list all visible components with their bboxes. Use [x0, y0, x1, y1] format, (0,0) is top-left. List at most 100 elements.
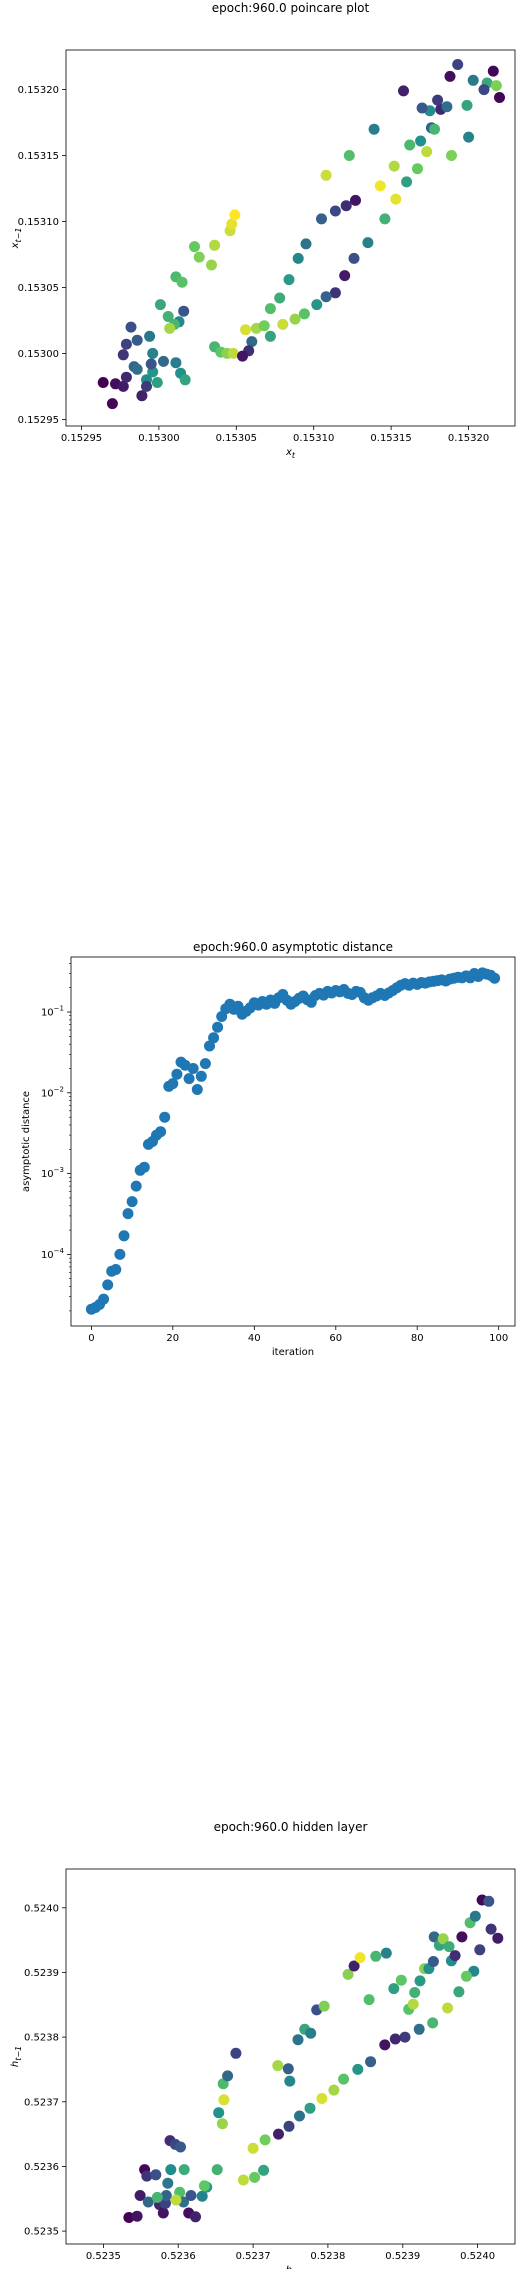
data-point [320, 169, 332, 181]
data-point [142, 2196, 154, 2208]
data-point [98, 1293, 110, 1305]
data-point [222, 2070, 234, 2082]
data-point [195, 1070, 207, 1082]
data-point [189, 241, 200, 253]
data-point [162, 311, 174, 322]
data-point [348, 1960, 360, 1972]
x-tick-label: 0.15295 [61, 433, 102, 444]
data-point [176, 276, 188, 288]
data-point [170, 2194, 182, 2206]
x-tick-label: 80 [411, 1333, 424, 1344]
data-point [390, 193, 402, 205]
data-point [452, 59, 464, 70]
data-point [339, 270, 351, 282]
y-tick-base: 10 [41, 1008, 54, 1019]
data-point [289, 313, 301, 325]
data-point [414, 1975, 426, 1987]
data-point [474, 1944, 486, 1956]
data-point [175, 2141, 186, 2153]
x-axis-label-sub: t [292, 451, 296, 460]
data-point [283, 274, 295, 286]
data-point [136, 390, 148, 402]
data-point [183, 1073, 195, 1085]
data-point [213, 2107, 225, 2119]
data-point [117, 349, 129, 361]
data-point [110, 1264, 122, 1275]
data-point [441, 101, 453, 113]
x-tick-label: 0.5237 [236, 2251, 271, 2262]
data-point [282, 2063, 294, 2075]
y-tick-label: 0.5235 [24, 2227, 59, 2238]
data-point [206, 259, 217, 271]
x-tick-label: 0.5236 [161, 2251, 196, 2262]
poincare-chart: epoch:960.0 poincare plot 0.15295 0.15300 0… [0, 0, 524, 470]
x-axis-label: xt [285, 447, 296, 460]
x-axis-label-base: h [286, 2265, 292, 2269]
data-point [193, 251, 205, 263]
data-point [494, 92, 505, 103]
data-point [187, 1063, 199, 1074]
data-point [365, 2056, 377, 2068]
data-point [131, 363, 143, 375]
data-point [316, 2093, 328, 2104]
data-point [209, 239, 221, 251]
data-point [338, 2073, 350, 2085]
data-point [409, 1987, 421, 1998]
data-point [258, 2164, 270, 2176]
x-tick-label: 20 [166, 1333, 179, 1344]
data-point [428, 1931, 440, 1943]
data-point [138, 1161, 150, 1173]
data-point [247, 2142, 259, 2154]
y-tick-label: 0.5239 [24, 1968, 59, 1979]
data-point [460, 1970, 472, 1982]
data-point [102, 1279, 114, 1291]
y-tick-base: 10 [41, 1250, 54, 1261]
data-point [273, 2128, 284, 2140]
data-point [292, 2034, 304, 2046]
data-point [227, 347, 239, 359]
data-point [144, 330, 156, 342]
data-point [258, 320, 270, 332]
data-point [446, 150, 457, 161]
x-axis-label: ht [286, 2265, 296, 2269]
y-tick-exponent: −1 [54, 1005, 64, 1013]
data-point [399, 2031, 411, 2043]
data-point [469, 1910, 481, 1922]
data-point [147, 347, 159, 359]
y-tick-exponent: −4 [54, 1247, 65, 1255]
data-point [404, 139, 416, 151]
data-point [379, 2039, 391, 2051]
data-point [437, 1933, 449, 1945]
plot-frame [65, 49, 516, 427]
data-point [294, 2110, 305, 2122]
data-point [442, 2002, 454, 2014]
hidden-layer-chart: epoch:960.0 hidden layer 0.5235 0.5236 0.52… [0, 1820, 524, 2269]
y-tick-label: 0.15305 [18, 283, 59, 294]
data-point [407, 1998, 419, 2010]
y-axis-label: asymptotic distance [21, 1091, 32, 1192]
data-point [389, 2033, 401, 2045]
data-point [348, 252, 360, 264]
data-point [264, 303, 276, 315]
y-tick-label: 10−2 [41, 1085, 64, 1099]
x-tick-label: 0.15305 [216, 433, 257, 444]
data-point [398, 85, 409, 97]
data-point [134, 2190, 146, 2201]
data-point [155, 1126, 167, 1138]
data-point [229, 209, 241, 221]
data-point [368, 123, 380, 135]
chart-title: epoch:960.0 asymptotic distance [193, 940, 393, 954]
data-point [305, 2027, 317, 2039]
data-point [126, 1196, 138, 1208]
data-point [444, 70, 456, 82]
y-tick-label: 0.15315 [18, 151, 59, 162]
x-axis-label-base: x [285, 447, 292, 458]
data-point [300, 238, 312, 250]
x-tick-label: 0.5235 [86, 2251, 121, 2262]
data-point [208, 1032, 220, 1044]
y-axis-label: ht−1 [10, 2046, 23, 2067]
data-point [427, 1956, 439, 1967]
data-point [171, 1068, 183, 1080]
data-point [284, 2075, 296, 2087]
y-tick-exponent: −3 [54, 1166, 64, 1174]
